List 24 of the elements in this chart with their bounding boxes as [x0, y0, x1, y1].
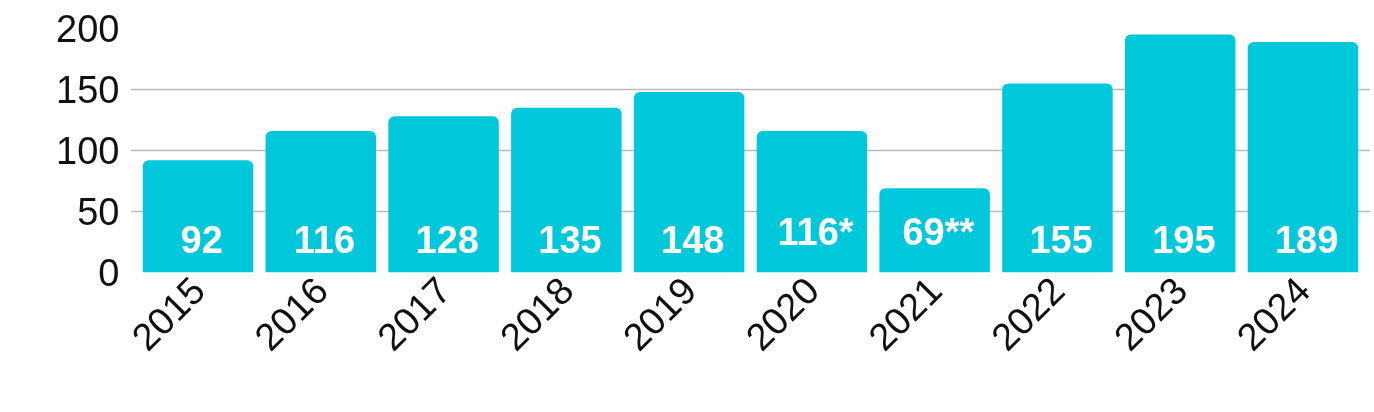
y-tick-label: 150: [56, 69, 120, 111]
y-tick-label: 200: [56, 8, 120, 50]
y-tick-label: 50: [77, 191, 120, 233]
data-label: 116: [293, 218, 356, 261]
data-label: 92: [180, 218, 223, 261]
bar: [756, 130, 868, 273]
y-tick-label: 100: [56, 130, 120, 172]
data-label: 135: [538, 218, 602, 261]
bar: [265, 130, 377, 273]
bar: [511, 107, 622, 273]
data-label: 189: [1274, 218, 1339, 261]
bar: [1247, 41, 1359, 273]
bar: [142, 160, 254, 273]
y-tick-label: 0: [98, 252, 120, 294]
data-label: 69**: [902, 210, 975, 253]
data-label: 155: [1029, 218, 1093, 261]
data-label: 116*: [777, 210, 854, 253]
bar: [388, 116, 499, 273]
bar: [1124, 34, 1236, 273]
data-label: 148: [661, 218, 725, 261]
bar: [633, 91, 745, 273]
bar: [1002, 83, 1113, 273]
data-label: 128: [415, 218, 479, 261]
data-label: 195: [1152, 218, 1216, 261]
